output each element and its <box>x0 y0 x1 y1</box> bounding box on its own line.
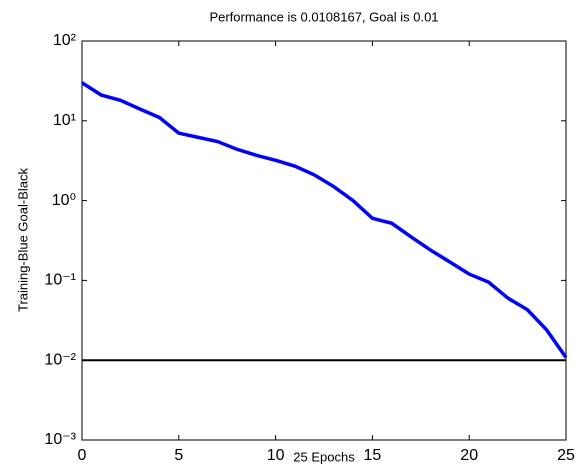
y-tick-label: 10⁰ <box>52 192 76 209</box>
training-line <box>81 81 568 359</box>
y-axis-label: Training-Blue Goal-Black <box>15 167 30 312</box>
x-tick-label: 25 <box>557 447 575 464</box>
y-tick-label: 10⁻³ <box>44 431 76 448</box>
chart-title: Performance is 0.0108167, Goal is 0.01 <box>209 9 438 24</box>
y-tick-label: 10⁻¹ <box>44 272 76 289</box>
y-tick-label: 10¹ <box>53 112 76 129</box>
x-tick-label: 0 <box>78 447 87 464</box>
x-tick-label: 15 <box>364 447 382 464</box>
x-tick-label: 10 <box>267 447 285 464</box>
y-tick-label: 10² <box>53 32 77 49</box>
plot-area <box>81 40 567 441</box>
x-tick-label: 5 <box>174 447 183 464</box>
y-tick-label: 10⁻² <box>44 351 76 368</box>
x-axis-label: 25 Epochs <box>293 449 355 464</box>
x-tick-label: 20 <box>460 447 478 464</box>
